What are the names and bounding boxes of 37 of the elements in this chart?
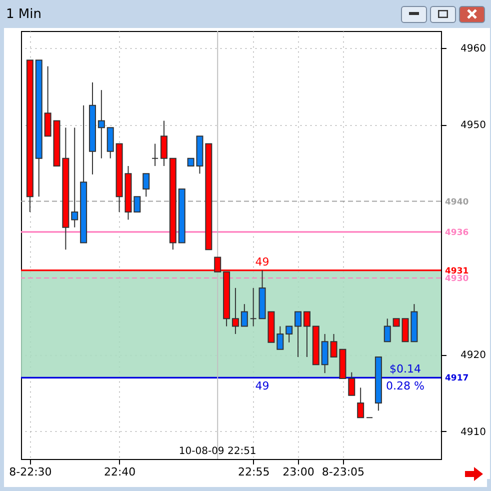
candlestick — [294, 311, 302, 358]
candlestick — [286, 326, 293, 343]
candlestick — [240, 304, 248, 327]
y-tick-label: 4950 — [460, 120, 486, 132]
candlestick — [303, 311, 310, 358]
candlestick — [357, 387, 364, 418]
candlestick — [348, 372, 356, 396]
candlestick — [71, 127, 78, 228]
candlestick — [384, 318, 391, 342]
y-tick-label: 4920 — [460, 350, 486, 362]
annotation: $0.14 — [390, 362, 422, 376]
ref-line-label: 4930 — [445, 274, 469, 284]
y-tick-label: 4960 — [460, 43, 486, 54]
x-tick-label: 23:00 — [282, 466, 314, 478]
candlestick — [276, 326, 284, 350]
ref-line-label: 4940 — [445, 197, 469, 208]
y-tick-label: 4910 — [460, 426, 486, 438]
x-tick-label: 8-22:30 — [9, 466, 52, 478]
annotation: 0.28 % — [386, 380, 424, 393]
x-tick-label: 8-23:05 — [322, 466, 365, 478]
annotation: 49 — [255, 380, 270, 393]
candlestick — [134, 196, 141, 213]
x-tick-label: 22:40 — [104, 466, 136, 478]
candlestick — [142, 173, 150, 198]
candlestick — [106, 127, 114, 159]
x-tick-label: 22:55 — [238, 466, 270, 478]
candlestick — [250, 287, 257, 327]
ref-line-label: 4936 — [445, 228, 469, 238]
annotation: 49 — [255, 255, 270, 268]
ref-line-label: 4917 — [445, 374, 469, 384]
candlestick — [152, 143, 159, 166]
candlestick — [160, 120, 168, 166]
candlestick — [321, 333, 328, 374]
chart-title: 1 Min — [6, 6, 42, 22]
ref-line-label: 10-08-09 22:51 — [178, 446, 256, 457]
candlestick — [232, 287, 239, 334]
candlestick — [98, 90, 105, 159]
